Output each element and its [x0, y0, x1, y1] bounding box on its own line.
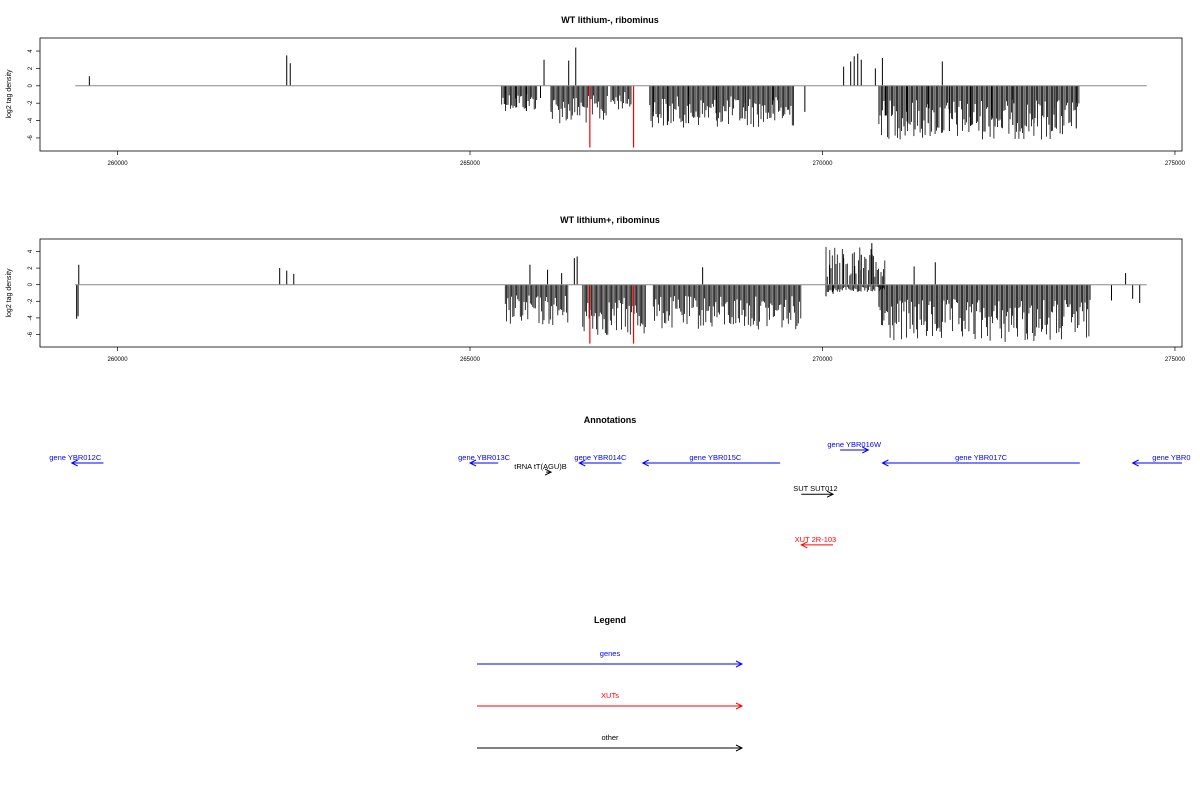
- x-axis: 260000 265000 270000 275000: [108, 347, 1186, 363]
- annotation-item: tRNA tT(AGU)B: [514, 462, 567, 476]
- y-tick-label: 0: [28, 282, 34, 286]
- x-axis: 260000 265000 270000 275000: [108, 151, 1186, 167]
- x-tick-label: 260000: [108, 161, 129, 167]
- annotations-title: Annotations: [584, 415, 637, 425]
- panel-lithium-minus: WT lithium-, ribominus log2 tag density …: [6, 15, 1186, 167]
- bar-series: [75, 47, 1147, 148]
- annotation-label: gene YBR014C: [574, 453, 627, 462]
- annotation-item: gene YBR015C: [641, 453, 781, 467]
- annotation-arrow-head: [826, 490, 835, 498]
- annotation-arrow-head: [70, 459, 78, 467]
- annotation-item: gene YBR014C: [574, 453, 627, 467]
- panel-lithium-plus: WT lithium+, ribominus log2 tag density …: [6, 215, 1186, 363]
- legend-entry: genes: [477, 649, 744, 668]
- y-axis-label: log2 tag density: [6, 69, 13, 119]
- annotation-arrow-head: [468, 459, 477, 467]
- y-axis-label: log2 tag density: [6, 268, 13, 318]
- annotation-label: gene YBR017C: [955, 453, 1008, 462]
- legend-items: genes XUTs other: [477, 649, 744, 752]
- plot-frame: [39, 238, 1183, 348]
- annotations-track: Annotations gene YBR012C gene YBR013C gene…: [49, 415, 1191, 549]
- annotation-label: gene YBR016W: [827, 440, 882, 449]
- panel-title: WT lithium+, ribominus: [560, 215, 660, 225]
- legend-entry: XUTs: [477, 691, 744, 710]
- legend-label: other: [601, 733, 619, 742]
- y-tick-label: 0: [28, 83, 34, 87]
- legend-label: genes: [600, 649, 621, 658]
- annotation-arrow-head: [578, 459, 586, 467]
- y-axis: -6 -4 -2 0 2 4: [28, 249, 40, 337]
- annotation-item: gene YBR017C: [881, 453, 1080, 467]
- y-tick-label: 4: [28, 49, 34, 53]
- annotation-items: gene YBR012C gene YBR013C gene YBR014C gene…: [49, 440, 1191, 549]
- annotation-label: SUT SUT012: [793, 484, 837, 493]
- annotation-item: XUT 2R-103: [795, 535, 837, 549]
- x-tick-label: 275000: [1165, 357, 1186, 363]
- annotation-item: gene YBR012C: [49, 453, 104, 467]
- annotation-item: gene YBR013C: [458, 453, 511, 467]
- x-tick-label: 260000: [108, 357, 129, 363]
- legend-arrow-head: [735, 702, 744, 710]
- plot-frame: [39, 37, 1183, 152]
- x-tick-label: 270000: [812, 161, 833, 167]
- annotation-label: XUT 2R-103: [795, 535, 837, 544]
- annotation-arrow-head: [800, 541, 808, 549]
- x-tick-label: 275000: [1165, 161, 1186, 167]
- annotation-item: SUT SUT012: [793, 484, 838, 498]
- legend-title: Legend: [594, 615, 626, 625]
- bar-series: [75, 243, 1147, 344]
- annotation-item: gene YBR016W: [827, 440, 882, 454]
- annotation-label: gene YBR013C: [458, 453, 511, 462]
- y-tick-label: -4: [28, 315, 34, 321]
- y-tick-label: -6: [28, 331, 34, 337]
- legend-label: XUTs: [601, 691, 619, 700]
- annotation-label: tRNA tT(AGU)B: [514, 462, 567, 471]
- annotation-arrow-head: [544, 468, 553, 476]
- y-tick-label: -2: [28, 100, 34, 106]
- legend-arrow-head: [735, 744, 744, 752]
- annotation-arrow-head: [641, 459, 649, 467]
- y-tick-label: -6: [28, 135, 34, 141]
- y-tick-label: -2: [28, 298, 34, 304]
- x-tick-label: 270000: [812, 357, 833, 363]
- annotation-label: gene YBR0: [1152, 453, 1190, 462]
- x-tick-label: 265000: [460, 161, 481, 167]
- legend-entry: other: [477, 733, 744, 752]
- annotation-arrow-head: [1131, 459, 1139, 467]
- annotation-item: gene YBR0: [1131, 453, 1191, 467]
- y-axis: -6 -4 -2 0 2 4: [28, 49, 40, 141]
- x-tick-label: 265000: [460, 357, 481, 363]
- legend-arrow-head: [735, 660, 744, 668]
- panel-title: WT lithium-, ribominus: [561, 15, 659, 25]
- legend: Legend genes XUTs other: [477, 615, 744, 752]
- annotation-arrow-head: [881, 459, 889, 467]
- annotation-label: gene YBR015C: [689, 453, 742, 462]
- annotation-label: gene YBR012C: [49, 453, 102, 462]
- y-tick-label: 4: [28, 249, 34, 253]
- y-tick-label: -4: [28, 117, 34, 123]
- y-tick-label: 2: [28, 266, 34, 270]
- y-tick-label: 2: [28, 66, 34, 70]
- annotation-arrow-head: [862, 446, 870, 454]
